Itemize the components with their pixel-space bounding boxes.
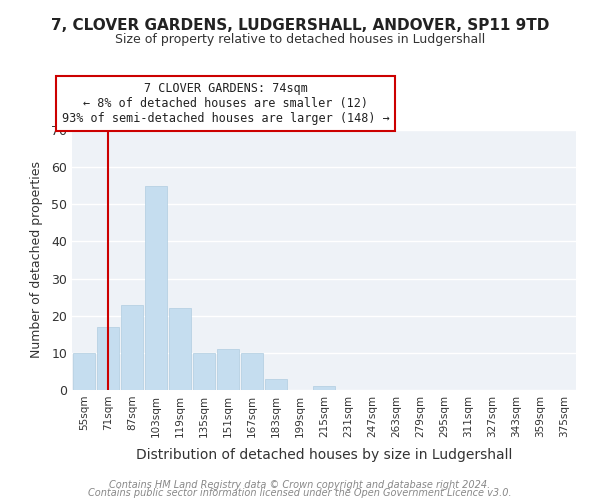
Y-axis label: Number of detached properties: Number of detached properties [30, 162, 43, 358]
Bar [265, 379, 287, 390]
Bar [217, 349, 239, 390]
Text: Size of property relative to detached houses in Ludgershall: Size of property relative to detached ho… [115, 32, 485, 46]
X-axis label: Distribution of detached houses by size in Ludgershall: Distribution of detached houses by size … [136, 448, 512, 462]
Bar [97, 327, 119, 390]
Bar [193, 353, 215, 390]
Bar [169, 308, 191, 390]
Text: Contains HM Land Registry data © Crown copyright and database right 2024.: Contains HM Land Registry data © Crown c… [109, 480, 491, 490]
Text: 7 CLOVER GARDENS: 74sqm
← 8% of detached houses are smaller (12)
93% of semi-det: 7 CLOVER GARDENS: 74sqm ← 8% of detached… [62, 82, 389, 125]
Text: 7, CLOVER GARDENS, LUDGERSHALL, ANDOVER, SP11 9TD: 7, CLOVER GARDENS, LUDGERSHALL, ANDOVER,… [51, 18, 549, 32]
Text: Contains public sector information licensed under the Open Government Licence v3: Contains public sector information licen… [88, 488, 512, 498]
Bar [313, 386, 335, 390]
Bar [241, 353, 263, 390]
Bar [145, 186, 167, 390]
Bar [121, 304, 143, 390]
Bar [73, 353, 95, 390]
